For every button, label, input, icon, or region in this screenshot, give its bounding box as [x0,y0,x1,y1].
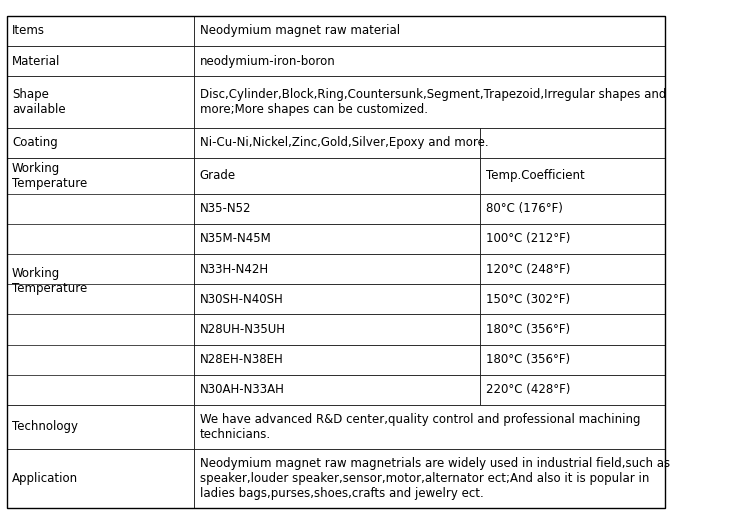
Bar [194,158,480,194]
Text: Working
Temperature: Working Temperature [12,162,87,190]
Text: Items: Items [12,24,45,37]
Bar [480,375,664,405]
Text: N30AH-N33AH: N30AH-N33AH [200,384,285,397]
Bar [480,314,664,345]
Bar [7,46,194,76]
Bar [194,449,664,508]
Text: Temp.Coefficient: Temp.Coefficient [486,169,585,182]
Bar [480,194,664,224]
Text: N28EH-N38EH: N28EH-N38EH [200,353,283,366]
Text: Application: Application [12,472,78,485]
Text: neodymium-iron-boron: neodymium-iron-boron [200,54,336,68]
Bar [7,16,194,46]
Bar [480,345,664,375]
Text: 180°C (356°F): 180°C (356°F) [486,353,570,366]
Text: Ni-Cu-Ni,Nickel,Zinc,Gold,Silver,Epoxy and more.: Ni-Cu-Ni,Nickel,Zinc,Gold,Silver,Epoxy a… [200,136,488,149]
Bar [7,158,194,405]
Bar [194,405,664,449]
Text: Neodymium magnet raw material: Neodymium magnet raw material [200,24,400,37]
Bar [194,76,664,128]
Bar [194,254,480,284]
Text: 100°C (212°F): 100°C (212°F) [486,233,571,245]
Bar [194,16,664,46]
Bar [7,76,194,128]
Text: N33H-N42H: N33H-N42H [200,263,269,276]
Bar [7,128,194,158]
Text: Disc,Cylinder,Block,Ring,Countersunk,Segment,Trapezoid,Irregular shapes and
more: Disc,Cylinder,Block,Ring,Countersunk,Seg… [200,88,666,116]
Bar [480,284,664,314]
Bar [194,224,480,254]
Bar [194,284,480,314]
Text: Neodymium magnet raw magnetrials are widely used in industrial field,such as
spe: Neodymium magnet raw magnetrials are wid… [200,457,670,500]
Bar [7,405,194,449]
Bar [194,46,664,76]
Bar [194,194,480,224]
Text: 220°C (428°F): 220°C (428°F) [486,384,571,397]
Text: 150°C (302°F): 150°C (302°F) [486,293,570,306]
Text: N28UH-N35UH: N28UH-N35UH [200,323,285,336]
Text: Shape
available: Shape available [12,88,66,116]
Text: Material: Material [12,54,61,68]
Bar [194,314,480,345]
Bar [194,345,480,375]
Text: Grade: Grade [200,169,236,182]
Text: Working
Temperature: Working Temperature [12,267,87,296]
Bar [480,128,664,158]
Bar [480,158,664,194]
Text: N30SH-N40SH: N30SH-N40SH [200,293,283,306]
Bar [194,128,480,158]
Bar [480,224,664,254]
Bar [194,375,480,405]
Bar [7,158,194,194]
Text: 80°C (176°F): 80°C (176°F) [486,202,562,215]
Text: Technology: Technology [12,420,78,433]
Bar [480,254,664,284]
Text: Coating: Coating [12,136,58,149]
Bar [7,449,194,508]
Text: 120°C (248°F): 120°C (248°F) [486,263,571,276]
Text: 180°C (356°F): 180°C (356°F) [486,323,570,336]
Text: We have advanced R&D center,quality control and professional machining
technicia: We have advanced R&D center,quality cont… [200,413,640,441]
Text: N35-N52: N35-N52 [200,202,251,215]
Text: N35M-N45M: N35M-N45M [200,233,271,245]
